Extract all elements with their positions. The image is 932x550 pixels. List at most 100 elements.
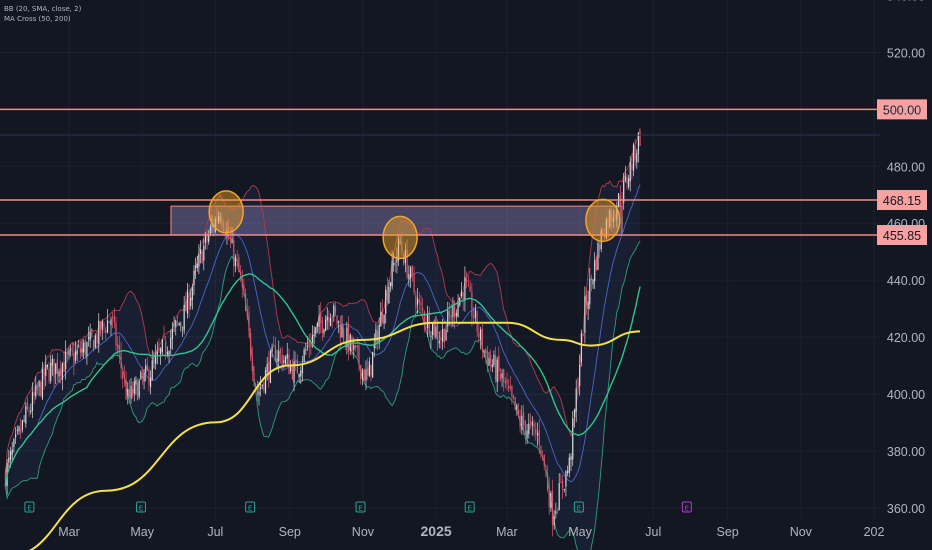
candle-body <box>186 290 189 314</box>
candle <box>360 364 362 385</box>
candle-body <box>555 511 557 514</box>
upcoming-earnings-marker[interactable]: E <box>681 501 692 513</box>
candle <box>233 230 235 277</box>
candle <box>148 366 150 392</box>
candle-body <box>415 295 417 308</box>
candle <box>548 476 550 515</box>
candle-body <box>380 311 382 327</box>
y-axis[interactable]: 540.00 520.00 500.00 480.00 460.00 440.00 420.… <box>887 0 925 516</box>
candle <box>568 453 570 478</box>
earnings-marker[interactable]: E <box>464 501 475 513</box>
candle-body <box>368 361 370 377</box>
candle-body <box>13 439 15 447</box>
candle <box>120 341 122 380</box>
candle <box>8 449 10 470</box>
x-tick-label: Mar <box>58 525 80 539</box>
candle <box>590 274 593 292</box>
candle <box>158 338 160 354</box>
candle <box>381 299 384 324</box>
candle-body <box>328 316 330 323</box>
candle-body <box>53 358 55 378</box>
candle-body <box>117 343 119 349</box>
legend-ma-cross[interactable]: MA Cross (50, 200) <box>4 15 71 23</box>
candle <box>378 317 380 350</box>
candle <box>386 277 388 306</box>
candle-body <box>560 481 562 483</box>
legend-bb[interactable]: BB (20, SMA, close, 2) <box>4 5 82 13</box>
candle <box>577 377 579 394</box>
candle-body <box>496 359 498 383</box>
candle-body <box>579 365 581 386</box>
candle-body <box>20 428 22 433</box>
candle <box>301 355 304 382</box>
candle-body <box>590 277 593 281</box>
candle-body <box>568 457 570 473</box>
candle-body <box>478 332 480 338</box>
candle-body <box>370 364 372 375</box>
candle <box>466 271 468 289</box>
candle <box>318 304 320 335</box>
candle-body <box>637 132 640 154</box>
candle <box>196 255 198 272</box>
candle <box>636 149 638 169</box>
x-tick-label: 2025 <box>421 523 452 539</box>
candle-body <box>113 315 115 322</box>
candle <box>535 421 537 441</box>
candle-body <box>170 337 172 349</box>
candle-body <box>295 359 297 362</box>
candle <box>288 348 290 375</box>
candle <box>310 333 312 356</box>
level-label: 468.15 <box>883 194 921 208</box>
candle-body <box>538 430 540 445</box>
candle <box>329 313 332 327</box>
candle-body <box>406 249 408 278</box>
y-tick-label: 420.00 <box>887 331 925 345</box>
candle-body <box>99 321 102 334</box>
earnings-marker[interactable]: E <box>24 501 35 513</box>
candle <box>274 337 276 363</box>
candle-body <box>397 239 400 261</box>
candle-body <box>160 348 162 355</box>
candle <box>315 326 317 338</box>
earnings-marker[interactable]: E <box>135 501 146 513</box>
candle <box>73 341 75 376</box>
candle <box>68 347 70 360</box>
candle-body <box>602 229 604 236</box>
candle <box>191 283 193 310</box>
candle-body <box>36 385 39 390</box>
earnings-marker-box <box>245 501 256 513</box>
candle-body <box>243 285 245 295</box>
candle <box>313 326 315 345</box>
candle-body <box>346 327 348 348</box>
candle <box>53 358 55 388</box>
candle-body <box>634 146 636 161</box>
candle <box>83 338 85 359</box>
candle-body <box>151 360 153 380</box>
candle-body <box>394 262 396 267</box>
candle-body <box>347 323 350 353</box>
candle-body <box>629 161 631 182</box>
candle-body <box>546 473 549 490</box>
candle <box>141 366 144 385</box>
earnings-marker[interactable]: E <box>245 501 256 513</box>
x-tick-label: Mar <box>496 525 518 539</box>
candle <box>637 132 640 163</box>
candle <box>509 375 511 392</box>
candle <box>103 321 105 334</box>
candle <box>621 191 623 215</box>
x-axis[interactable]: Mar May Jul Sep Nov 2025 Mar May Jul Sep Nov 202 <box>58 523 884 539</box>
earnings-marker[interactable]: E <box>355 501 366 513</box>
candle-body <box>383 314 385 325</box>
y-tick-label: 380.00 <box>887 445 925 459</box>
candle-body <box>51 358 53 366</box>
candle-body <box>356 345 358 348</box>
candle-body <box>248 312 250 331</box>
candle-body <box>168 351 170 356</box>
earnings-marker[interactable]: E <box>573 501 584 513</box>
candle-body <box>624 175 626 181</box>
candle-body <box>423 311 425 323</box>
candle-body <box>178 322 180 326</box>
